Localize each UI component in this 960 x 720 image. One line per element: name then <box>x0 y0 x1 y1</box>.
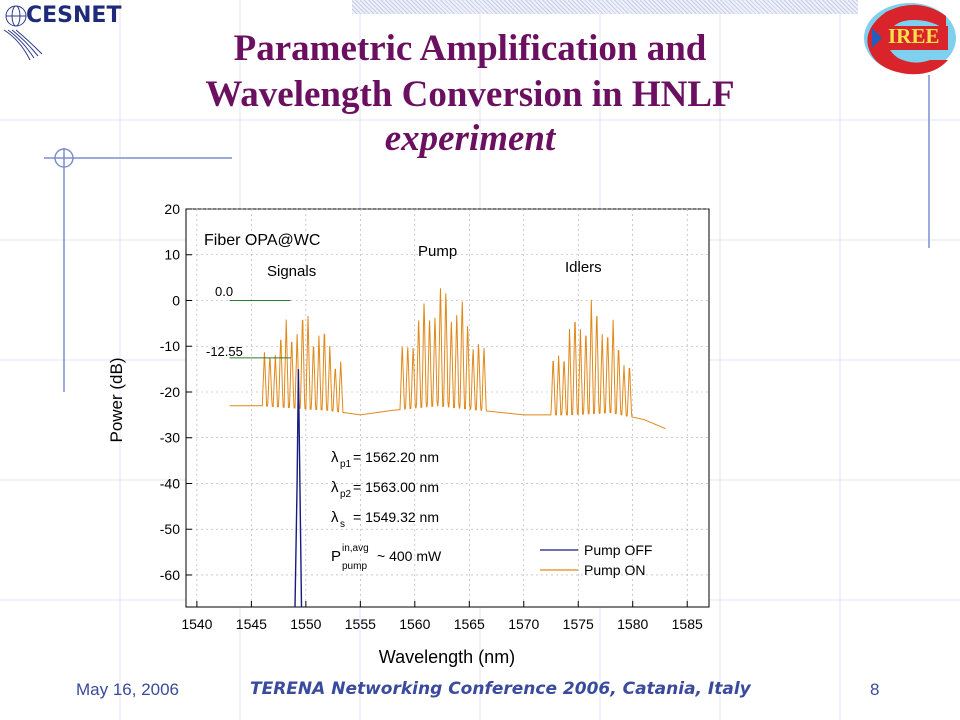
x-axis-label: Wavelength (nm) <box>379 647 515 667</box>
legend-label-pump-off: Pump OFF <box>584 542 652 558</box>
x-tick-label: 1575 <box>563 616 594 632</box>
x-tick-label: 1550 <box>290 616 321 632</box>
pump-power-value: ~ 400 mW <box>377 548 442 564</box>
y-tick-label: -60 <box>160 567 180 583</box>
series-pump-off-line <box>294 369 303 608</box>
y-tick-label: -40 <box>160 475 180 491</box>
svg-text:pump: pump <box>342 561 367 572</box>
y-axis-label: Power (dB) <box>107 357 126 442</box>
x-tick-label: 1560 <box>399 616 430 632</box>
lambda-s-formula: λ s = 1549.32 nm <box>331 509 439 530</box>
y-tick-label: -20 <box>160 384 180 400</box>
footer-conference: TERENA Networking Conference 2006, Catan… <box>250 679 751 699</box>
y-tick-label: 10 <box>164 247 180 263</box>
y-tick-label: 20 <box>164 201 180 217</box>
cesnet-logo-text: CESNET <box>26 3 122 28</box>
x-tick-label: 1540 <box>181 616 212 632</box>
svg-text:λ: λ <box>331 509 339 526</box>
svg-text:p2: p2 <box>340 489 352 500</box>
iree-logo-text: IREE <box>888 24 940 48</box>
iree-emblem-icon <box>864 3 956 75</box>
chart-legend: Pump OFF Pump ON <box>540 542 652 578</box>
legend-label-pump-on: Pump ON <box>584 562 645 578</box>
cesnet-logo: CESNET <box>0 0 140 61</box>
header-hatch-strip <box>352 0 858 14</box>
footer-date: May 16, 2006 <box>76 680 180 699</box>
level-high-label: 0.0 <box>215 284 233 299</box>
chart-grid <box>186 208 709 607</box>
iree-logo: IREE <box>858 0 960 78</box>
slide-title-line-2: Wavelength Conversion in HNLF <box>205 74 735 115</box>
slide-title-line-1: Parametric Amplification and <box>233 28 707 69</box>
cesnet-globe-icon <box>3 5 43 61</box>
idlers-annotation: Idlers <box>565 259 602 276</box>
svg-text:λ: λ <box>331 479 339 496</box>
signals-annotation: Signals <box>267 263 316 280</box>
x-tick-label: 1570 <box>508 616 539 632</box>
lambda-p2-formula: λ p2 = 1563.00 nm <box>331 479 439 500</box>
x-tick-label: 1580 <box>617 616 648 632</box>
lambda-p2-value: = 1563.00 nm <box>353 479 439 495</box>
pump-annotation: Pump <box>418 243 457 260</box>
svg-text:P: P <box>331 548 341 565</box>
x-tick-label: 1565 <box>454 616 485 632</box>
svg-text:s: s <box>340 519 345 530</box>
svg-text:λ: λ <box>331 449 339 466</box>
y-axis-ticks: 20 10 0 -10 -20 -30 -40 -50 -60 <box>160 201 192 583</box>
svg-text:in,avg: in,avg <box>342 543 369 554</box>
lambda-p1-value: = 1562.20 nm <box>353 449 439 465</box>
svg-text:p1: p1 <box>340 459 352 470</box>
lambda-p1-formula: λ p1 = 1562.20 nm <box>331 449 439 470</box>
y-tick-label: 0 <box>172 292 180 308</box>
x-axis-ticks: 1540 1545 1550 1555 1560 1565 1570 1575 1580 1585 <box>181 601 703 632</box>
x-tick-label: 1585 <box>672 616 703 632</box>
x-tick-label: 1545 <box>236 616 267 632</box>
y-tick-label: -30 <box>160 430 180 446</box>
series-pump-on-line <box>229 288 666 430</box>
footer-page-number: 8 <box>870 680 880 699</box>
y-tick-label: -10 <box>160 338 180 354</box>
level-markers <box>229 299 291 359</box>
y-tick-label: -50 <box>160 521 180 537</box>
level-low-label: -12.55 <box>206 344 243 359</box>
lambda-s-value: = 1549.32 nm <box>353 509 439 525</box>
decorative-crosshair <box>44 75 930 392</box>
slide-title-line-3: experiment <box>384 118 556 159</box>
x-tick-label: 1555 <box>345 616 376 632</box>
chart-title: Fiber OPA@WC <box>204 232 320 249</box>
pump-power-formula: P in,avg pump ~ 400 mW <box>331 543 442 572</box>
series-layer <box>229 288 666 608</box>
